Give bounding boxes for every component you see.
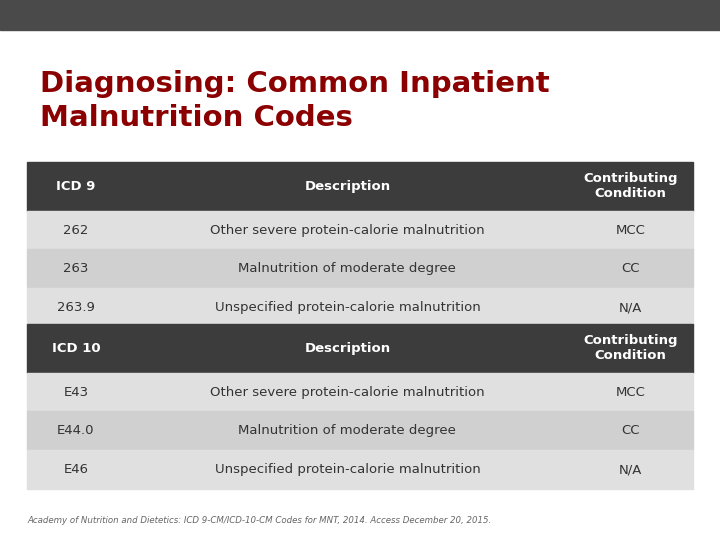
Bar (27, 411, 693, 450)
Text: Malnutrition of moderate degree: Malnutrition of moderate degree (238, 262, 456, 275)
Text: E43: E43 (63, 386, 89, 399)
Bar (27, 324, 693, 373)
Text: Academy of Nutrition and Dietetics: ICD 9-CM/ICD-10-CM Codes for MNT, 2014. Acce: Academy of Nutrition and Dietetics: ICD … (27, 516, 492, 525)
Text: Other severe protein-calorie malnutrition: Other severe protein-calorie malnutritio… (210, 224, 485, 237)
Text: CC: CC (621, 262, 640, 275)
Text: Unspecified protein-calorie malnutrition: Unspecified protein-calorie malnutrition (215, 301, 480, 314)
Bar (27, 450, 693, 489)
Text: N/A: N/A (619, 301, 642, 314)
Text: Diagnosing: Common Inpatient
Malnutrition Codes: Diagnosing: Common Inpatient Malnutritio… (40, 70, 549, 132)
Text: E44.0: E44.0 (57, 424, 95, 437)
Bar (27, 211, 693, 249)
Text: Unspecified protein-calorie malnutrition: Unspecified protein-calorie malnutrition (215, 463, 480, 476)
Text: Contributing
Condition: Contributing Condition (583, 172, 678, 200)
Text: E46: E46 (63, 463, 89, 476)
Text: 262: 262 (63, 224, 89, 237)
Bar (27, 249, 693, 288)
Text: MCC: MCC (616, 224, 646, 237)
Bar (0, 0, 720, 30)
Text: Contributing
Condition: Contributing Condition (583, 334, 678, 362)
Bar (27, 288, 693, 327)
Text: ICD 9: ICD 9 (56, 180, 96, 193)
Bar (27, 162, 693, 211)
Text: ICD 10: ICD 10 (52, 342, 100, 355)
Text: 263: 263 (63, 262, 89, 275)
Text: N/A: N/A (619, 463, 642, 476)
Bar (27, 373, 693, 411)
Text: MCC: MCC (616, 386, 646, 399)
Text: Description: Description (305, 180, 390, 193)
Text: Description: Description (305, 342, 390, 355)
Text: CC: CC (621, 424, 640, 437)
Text: 263.9: 263.9 (57, 301, 95, 314)
Text: Other severe protein-calorie malnutrition: Other severe protein-calorie malnutritio… (210, 386, 485, 399)
Text: Malnutrition of moderate degree: Malnutrition of moderate degree (238, 424, 456, 437)
